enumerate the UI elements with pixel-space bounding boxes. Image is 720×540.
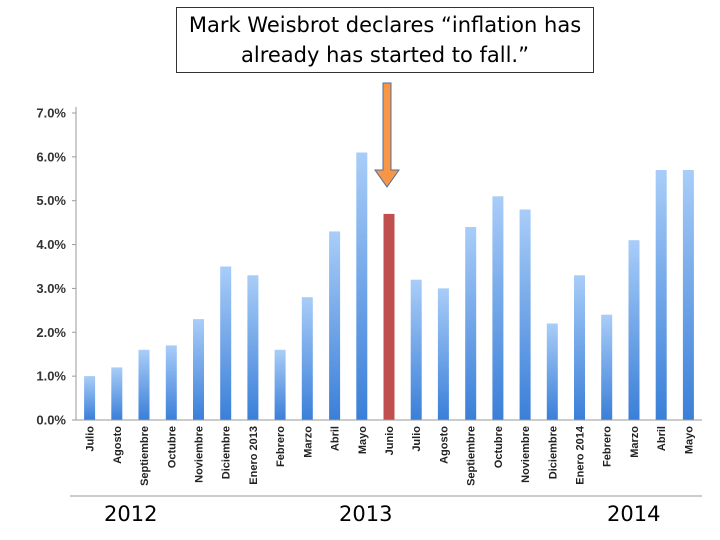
- x-tick-label: Octubre: [493, 426, 505, 468]
- x-tick-label: Febrero: [602, 426, 614, 467]
- x-tick-label: Diciembre: [221, 426, 233, 479]
- bar: [546, 323, 558, 420]
- bar: [574, 275, 585, 420]
- bar-highlighted: [383, 213, 395, 420]
- bar: [301, 297, 313, 420]
- bar: [329, 231, 341, 420]
- down-arrow-icon: [374, 82, 400, 188]
- x-tick-label: Octubre: [166, 426, 178, 468]
- bar: [220, 266, 232, 420]
- bar: [193, 319, 204, 420]
- y-tick-label: 4.0%: [36, 237, 66, 252]
- x-tick-label: Febrero: [275, 426, 287, 467]
- annotation-line-1: Mark Weisbrot declares “inflation has: [188, 13, 582, 37]
- x-tick-label: Diciembre: [547, 426, 559, 479]
- y-tick-label: 2.0%: [36, 325, 66, 340]
- bar: [410, 279, 422, 420]
- x-tick-label: Agosto: [112, 426, 124, 464]
- x-tick-label: Abril: [656, 426, 668, 451]
- bar: [519, 209, 531, 420]
- bar: [356, 152, 368, 420]
- bar: [465, 227, 477, 420]
- x-tick-label: Enero 2014: [575, 425, 587, 485]
- annotation-line-2: already has started to fall.”: [241, 43, 529, 67]
- x-tick-label: Septiembre: [466, 426, 478, 486]
- bar: [628, 240, 640, 420]
- x-tick-label: Julio: [85, 426, 97, 452]
- x-tick-label: Agosto: [438, 426, 450, 464]
- y-tick-label: 0.0%: [36, 413, 66, 428]
- bar: [601, 314, 613, 420]
- x-tick-label: Marzo: [302, 426, 314, 458]
- bar: [682, 170, 694, 420]
- x-tick-label: Abril: [330, 426, 342, 451]
- x-tick-label: Junio: [384, 426, 396, 456]
- x-tick-label: Noviembre: [520, 426, 532, 483]
- x-tick-label: Noviembre: [194, 426, 206, 483]
- bar: [84, 376, 96, 420]
- bar: [247, 275, 259, 420]
- y-tick-label: 3.0%: [36, 281, 66, 296]
- bar: [655, 170, 667, 420]
- x-tick-label: Marzo: [629, 426, 641, 458]
- y-tick-label: 1.0%: [36, 369, 66, 384]
- bar: [138, 349, 150, 420]
- bar: [437, 288, 449, 420]
- x-tick-label: Julio: [411, 426, 423, 452]
- year-label-2014: 2014: [607, 502, 661, 526]
- x-tick-label: Septiembre: [139, 426, 151, 486]
- x-tick-label: Mayo: [357, 426, 369, 454]
- bar: [274, 349, 286, 420]
- bar: [165, 345, 177, 420]
- y-tick-label: 6.0%: [36, 149, 66, 164]
- y-tick-label: 5.0%: [36, 193, 66, 208]
- bar: [111, 367, 123, 420]
- bar: [492, 196, 504, 420]
- year-label-2013: 2013: [339, 502, 393, 526]
- year-label-2012: 2012: [104, 502, 158, 526]
- y-tick-label: 7.0%: [36, 106, 66, 121]
- x-tick-label: Enero 2013: [248, 426, 260, 485]
- x-tick-label: Mayo: [683, 426, 695, 454]
- annotation-callout: Mark Weisbrot declares “inflation has al…: [176, 7, 594, 73]
